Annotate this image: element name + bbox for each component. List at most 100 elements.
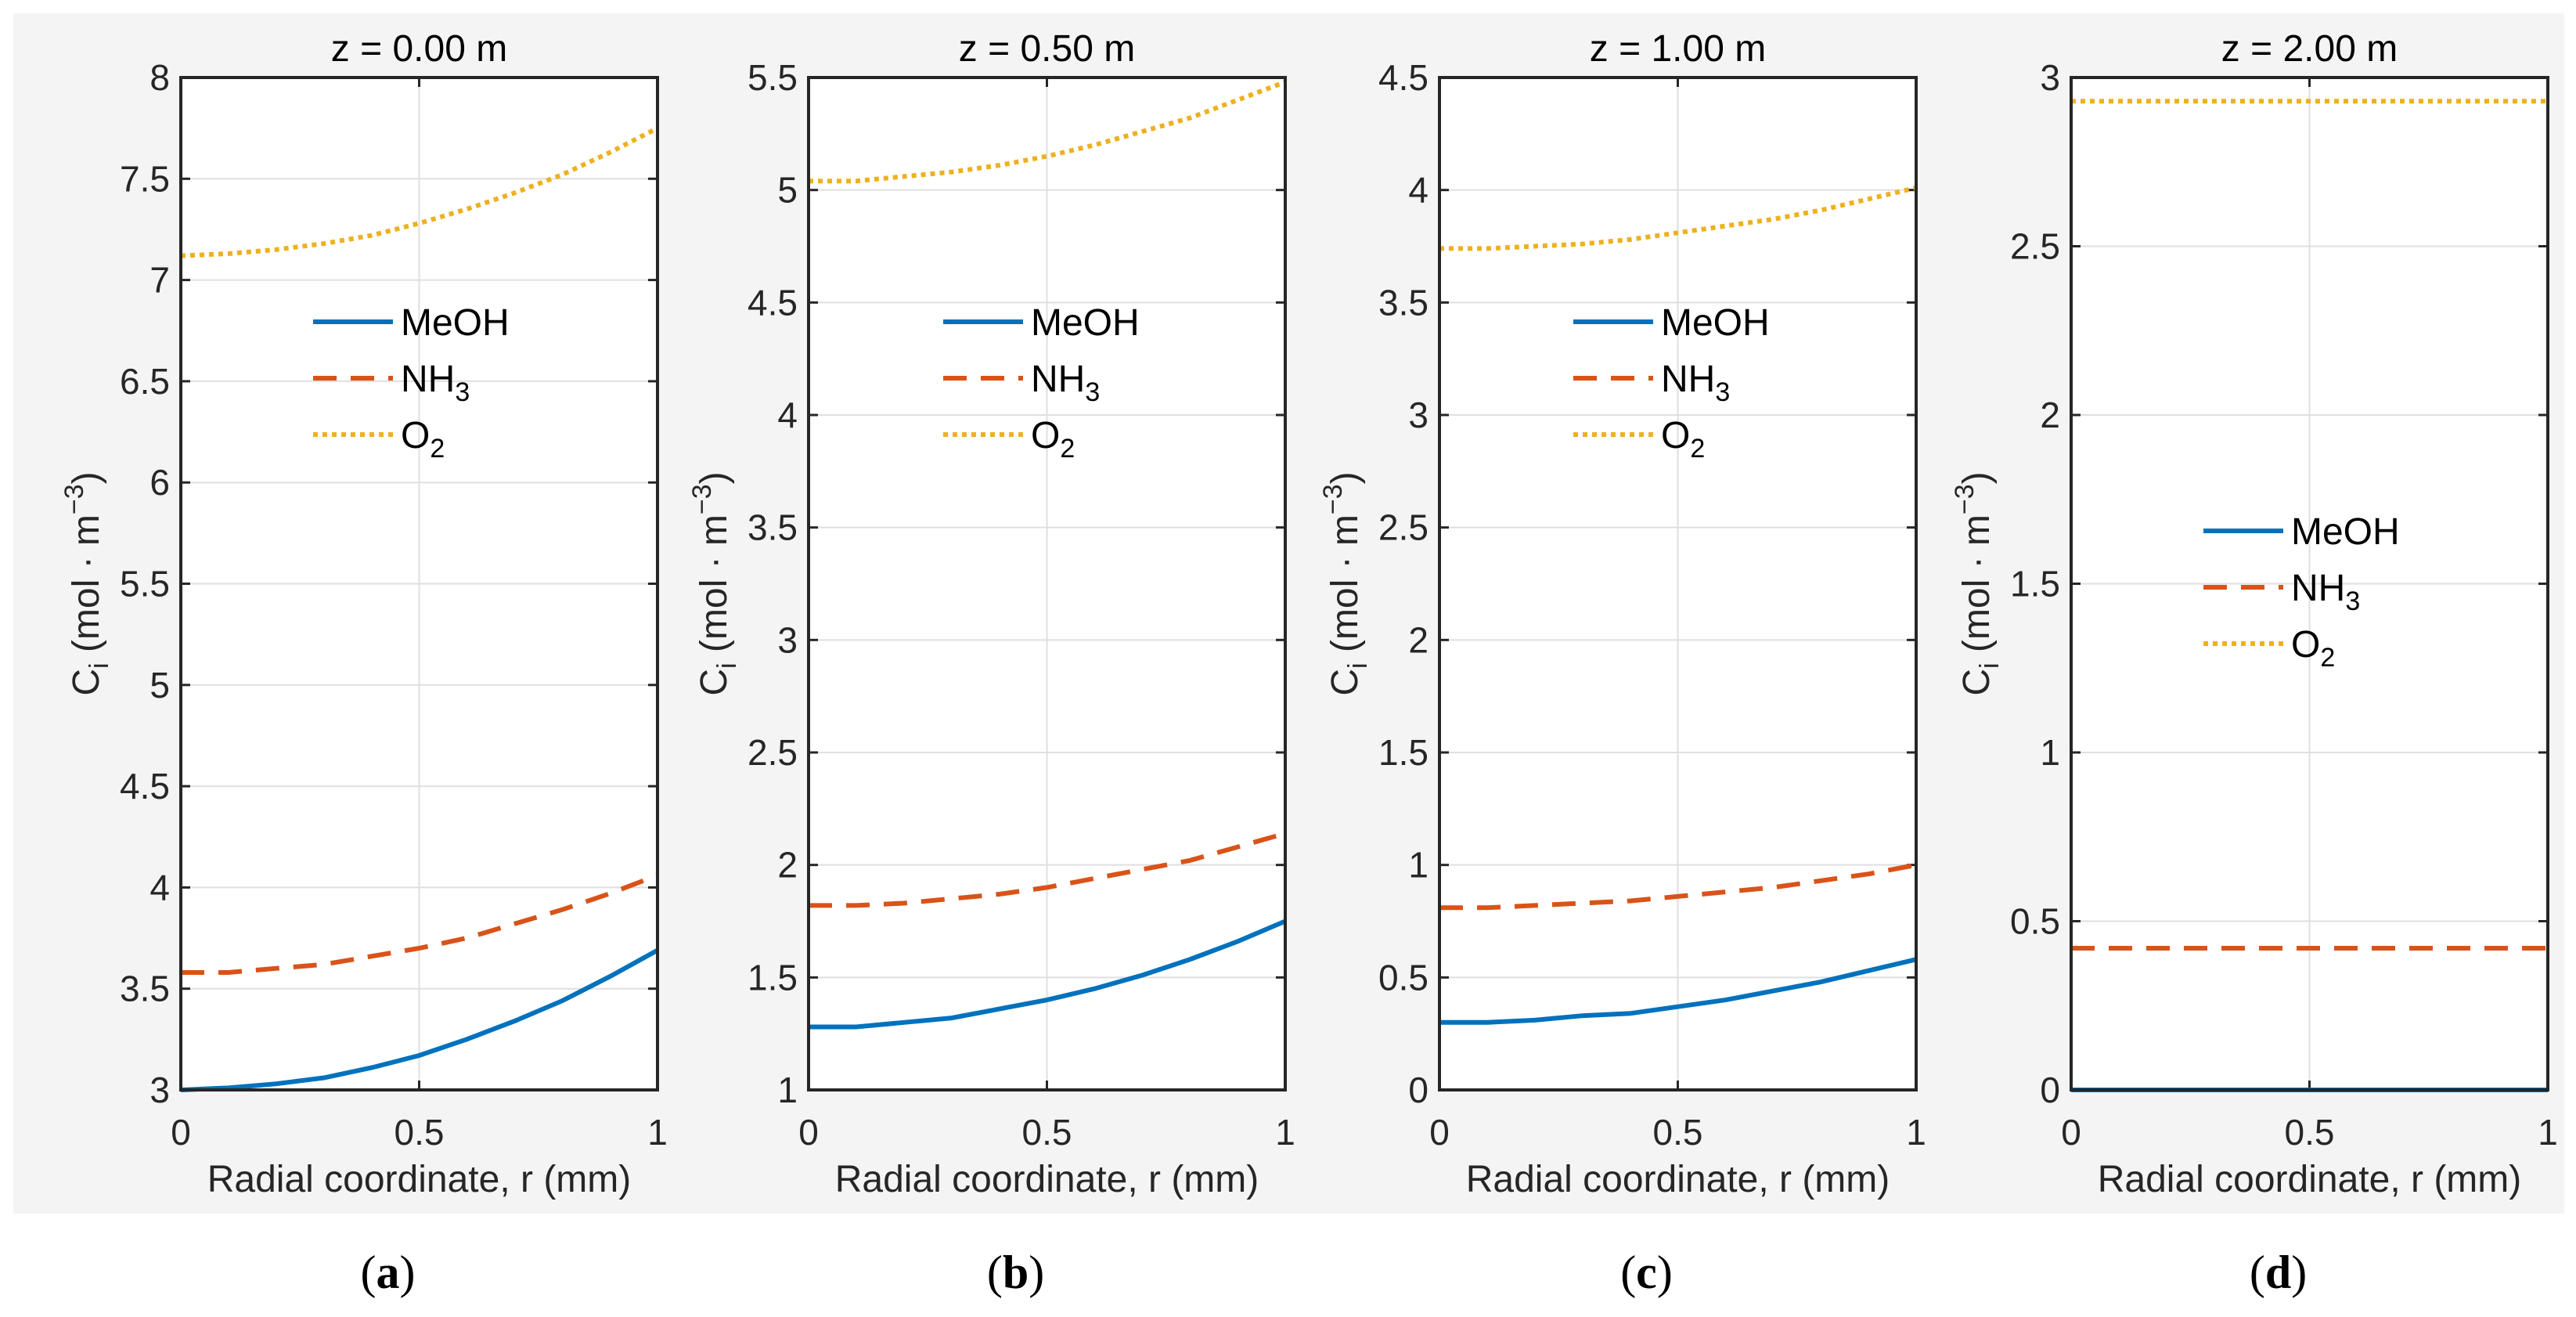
legend-item-o2: O2 xyxy=(1573,415,1705,464)
y-tick-label: 1 xyxy=(1408,845,1429,886)
legend-label-subscript: 3 xyxy=(1715,377,1730,407)
y-label-close: ) xyxy=(1324,471,1366,484)
legend-label-text: MeOH xyxy=(401,302,510,344)
panel-label: (b) xyxy=(987,1247,1044,1298)
legend-label-text: O xyxy=(2291,624,2320,666)
y-axis-label: Ci (mol · m−3) xyxy=(1318,471,1373,695)
y-label-symbol: C xyxy=(1956,669,1998,696)
panel-label-open: ( xyxy=(1620,1247,1636,1298)
legend-label: NH3 xyxy=(401,359,470,407)
y-label-superscript: −3 xyxy=(1950,484,1980,514)
y-tick-label: 4 xyxy=(150,867,170,907)
series-line-o2 xyxy=(809,79,1287,184)
legend-label: MeOH xyxy=(1661,302,1770,344)
x-tick-label: 0.5 xyxy=(395,1112,445,1153)
y-label-unit: (mol · m xyxy=(66,514,107,662)
legend: MeOH NH3 O2 xyxy=(943,302,1140,464)
y-label-subscript: i xyxy=(1975,662,2005,669)
y-label-close: ) xyxy=(694,471,735,484)
subplot-b: 1 1.5 2 2.5 3 3.5 4 4.5 5 5.5 0 0.5 1 z = 0.50 m Radia… xyxy=(687,28,1295,1298)
y-label-unit: (mol · m xyxy=(694,514,735,662)
y-tick-label: 4 xyxy=(777,395,798,435)
y-tick-label: 3 xyxy=(2040,57,2060,98)
axes-box xyxy=(807,76,1287,1091)
series-line-meoh xyxy=(809,918,1287,1030)
legend-label-subscript: 2 xyxy=(1060,434,1075,464)
x-tick-label: 0.5 xyxy=(1022,1112,1072,1153)
legend-label-text: NH xyxy=(1661,359,1715,400)
panel-label-letter: a xyxy=(376,1247,400,1298)
legend-label-subscript: 3 xyxy=(455,377,470,407)
panel-label-open: ( xyxy=(361,1247,376,1298)
x-tick-label: 0 xyxy=(2061,1112,2081,1153)
y-tick-label: 1 xyxy=(777,1070,798,1110)
panel-label-open: ( xyxy=(987,1247,1003,1298)
series-line-o2 xyxy=(180,126,659,258)
y-tick-label: 3.5 xyxy=(1378,282,1429,323)
series-line-o2 xyxy=(1439,185,1917,251)
subplot-title: z = 1.00 m xyxy=(1590,28,1766,70)
y-tick-label: 7 xyxy=(150,260,170,301)
x-tick-label: 0.5 xyxy=(2285,1112,2335,1153)
series-line-nh3 xyxy=(1439,862,1917,911)
y-label-symbol: C xyxy=(1324,669,1366,696)
legend-item-meoh: MeOH xyxy=(313,302,510,344)
y-tick-label: 3.5 xyxy=(748,507,798,548)
y-tick-label: 2.5 xyxy=(748,732,798,773)
axes-box xyxy=(2070,76,2549,1091)
y-tick-label: 3 xyxy=(150,1070,170,1110)
y-tick-label: 3 xyxy=(1408,395,1429,435)
y-axis-label: Ci (mol · m−3) xyxy=(59,471,114,695)
y-tick-label: 8 xyxy=(150,57,170,98)
panel-label-close: ) xyxy=(1657,1247,1673,1298)
legend-item-o2: O2 xyxy=(943,415,1075,464)
panel-label: (a) xyxy=(361,1247,416,1298)
subplot-title: z = 0.50 m xyxy=(959,28,1135,70)
series-line-nh3 xyxy=(181,873,659,975)
panel-label-letter: d xyxy=(2265,1247,2291,1298)
legend-label-text: NH xyxy=(1031,359,1085,400)
legend: MeOH NH3 O2 xyxy=(1573,302,1770,464)
x-tick-label: 0.5 xyxy=(1653,1112,1703,1153)
panel-label: (c) xyxy=(1620,1247,1673,1298)
y-tick-label: 5 xyxy=(777,170,798,211)
legend-label-subscript: 2 xyxy=(2320,643,2335,673)
panel-label-close: ) xyxy=(2291,1247,2307,1298)
y-label-subscript: i xyxy=(1343,662,1373,669)
legend-label-subscript: 2 xyxy=(430,434,445,464)
y-tick-label: 5.5 xyxy=(748,57,798,98)
x-axis-label: Radial coordinate, r (mm) xyxy=(1466,1159,1890,1200)
legend-label-text: MeOH xyxy=(1661,302,1770,344)
series-line-meoh xyxy=(180,947,659,1092)
legend-label: NH3 xyxy=(2291,568,2360,616)
legend-item-meoh: MeOH xyxy=(943,302,1140,344)
y-tick-label: 0 xyxy=(1408,1070,1429,1110)
legend-label-text: MeOH xyxy=(1031,302,1140,344)
x-tick-label: 0 xyxy=(171,1112,191,1153)
y-label-superscript: −3 xyxy=(1318,484,1348,514)
x-tick-label: 0 xyxy=(1429,1112,1450,1153)
x-tick-label: 1 xyxy=(2538,1112,2558,1153)
y-tick-label: 5.5 xyxy=(120,564,170,604)
legend-label-text: O xyxy=(1661,415,1690,456)
legend-label-text: O xyxy=(401,415,430,456)
y-label-symbol: C xyxy=(66,669,107,696)
subplot-c: 0 0.5 1 1.5 2 2.5 3 3.5 4 4.5 0 0.5 1 z = 1.00 m Radia… xyxy=(1318,28,1926,1298)
legend-item-o2: O2 xyxy=(313,415,445,464)
x-tick-label: 1 xyxy=(1906,1112,1926,1153)
y-tick-label: 7.5 xyxy=(120,158,170,199)
y-tick-label: 1 xyxy=(2040,732,2060,773)
y-tick-label: 2.5 xyxy=(1378,507,1429,548)
x-axis-label: Radial coordinate, r (mm) xyxy=(2098,1159,2522,1200)
legend-label-subscript: 3 xyxy=(2345,586,2360,616)
y-tick-label: 6 xyxy=(150,462,170,503)
legend-item-nh3: NH3 xyxy=(2203,568,2360,616)
y-tick-label: 6.5 xyxy=(120,361,170,402)
y-axis-label: Ci (mol · m−3) xyxy=(1950,471,2005,695)
legend-label: MeOH xyxy=(1031,302,1140,344)
y-label-subscript: i xyxy=(712,662,742,669)
legend-label: O2 xyxy=(1661,415,1705,464)
legend-item-nh3: NH3 xyxy=(943,359,1100,407)
